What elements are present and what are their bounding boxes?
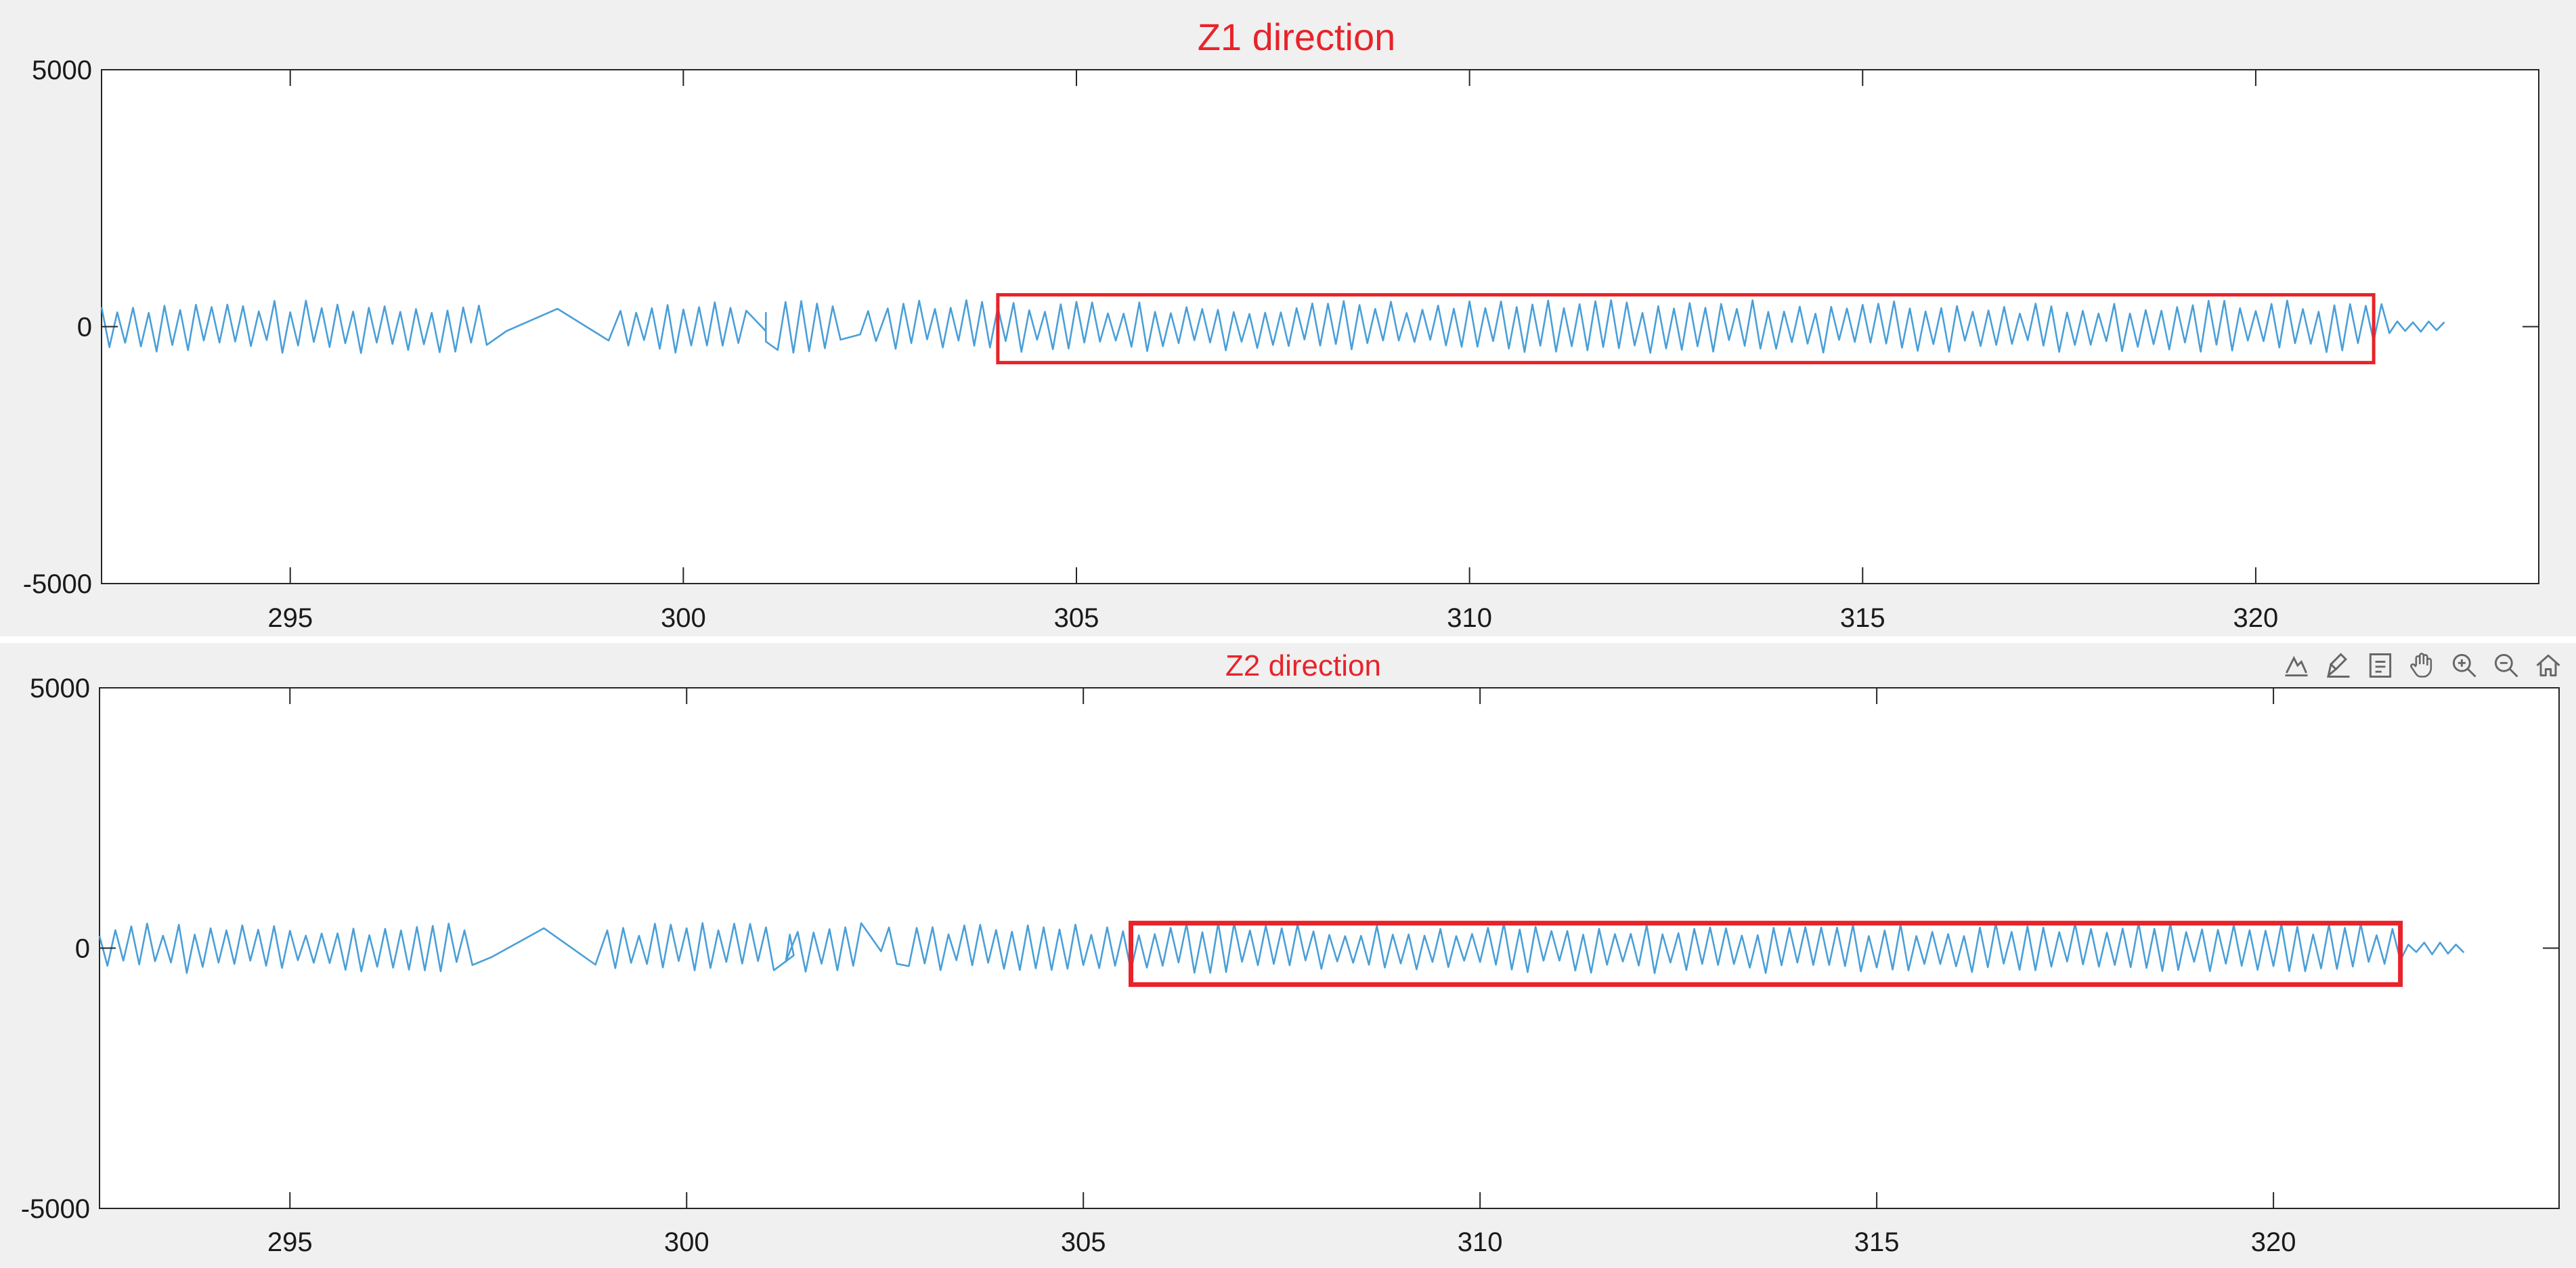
chart-title: Z1 direction (1198, 16, 1396, 58)
x-tick-label: 320 (2251, 1227, 2296, 1257)
x-tick-label: 320 (2233, 603, 2279, 633)
pan-button[interactable] (2404, 647, 2441, 684)
signal-line (100, 299, 2445, 354)
restore-view-button[interactable] (2530, 647, 2567, 684)
x-tick-label: 300 (664, 1227, 710, 1257)
axes-toolbar (2278, 647, 2567, 684)
x-tick-label: 300 (661, 603, 706, 633)
y-tick-label: 0 (77, 313, 92, 343)
x-tick-label: 310 (1458, 1227, 1503, 1257)
zoom-in-icon (2452, 653, 2476, 678)
highlight-box (996, 292, 2376, 365)
chart-z2: Z2 direction 295 300 305 310 315 320 -5000 0 500… (21, 649, 2560, 1257)
x-tick-label: 305 (1054, 603, 1099, 633)
legend-button[interactable] (2362, 647, 2399, 684)
x-tick-label: 295 (267, 1227, 313, 1257)
chart-panel-z1: Z1 direction 295 300 305 310 315 320 -5000 0 500… (0, 0, 2576, 636)
x-tick-label: 295 (267, 603, 313, 633)
brush-button[interactable] (2320, 647, 2357, 684)
data-tips-button[interactable] (2278, 647, 2315, 684)
y-tick-label: 5000 (30, 674, 90, 703)
y-tick-label: -5000 (21, 1194, 90, 1224)
y-tick-label: 0 (75, 934, 90, 964)
brush-icon (2326, 653, 2350, 678)
signal-line (98, 922, 2465, 974)
highlight-box (1129, 921, 2403, 987)
x-tick-label: 315 (1854, 1227, 1900, 1257)
x-tick-label: 315 (1840, 603, 1885, 633)
x-tick-label: 305 (1061, 1227, 1106, 1257)
x-tick-label: 310 (1447, 603, 1492, 633)
chart-title: Z2 direction (1225, 649, 1381, 682)
chart-z1: Z1 direction 295 300 305 310 315 320 -5000 0 500… (23, 16, 2539, 633)
y-tick-label: 5000 (32, 56, 92, 85)
legend-icon (2369, 653, 2392, 678)
y-tick-label: -5000 (23, 569, 92, 599)
chart-panel-z2: Z2 direction 295 300 305 310 315 320 -5000 0 500… (0, 643, 2576, 1268)
pan-hand-icon (2410, 653, 2432, 678)
zoom-in-button[interactable] (2446, 647, 2483, 684)
data-tips-icon (2285, 655, 2308, 677)
home-icon (2536, 654, 2560, 677)
zoom-out-button[interactable] (2488, 647, 2525, 684)
zoom-out-icon (2494, 653, 2518, 678)
